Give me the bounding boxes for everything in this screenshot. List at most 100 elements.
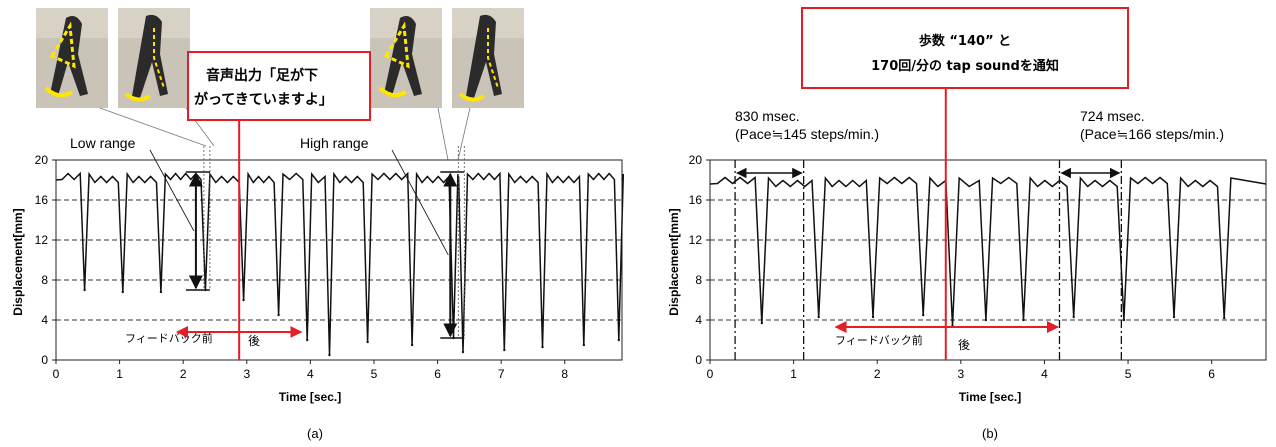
trough-points-b (760, 313, 1226, 328)
range-label: Low range (70, 135, 136, 151)
trough-point (461, 350, 465, 354)
y-axis-label-b: Displacement[mm] (667, 208, 681, 315)
trough-point (121, 290, 124, 294)
trough-point (1222, 316, 1226, 320)
y-tick-label: 8 (695, 273, 702, 287)
callout-box-b (801, 7, 1129, 89)
trough-point (242, 298, 245, 302)
trough-point (817, 315, 820, 319)
x-tick-label: 6 (1208, 367, 1215, 381)
series-line-b (709, 175, 1267, 327)
y-tick-label: 4 (695, 313, 702, 327)
trough-point (617, 338, 621, 342)
y-tick-label: 0 (695, 353, 702, 367)
interval-pace: (Pace≒145 steps/min.) (735, 126, 879, 142)
y-tick-label: 0 (41, 353, 48, 367)
photo-leader-line (99, 107, 207, 147)
x-tick-label: 0 (707, 367, 714, 381)
runner-photo-strip (36, 8, 524, 161)
runner-photo (118, 8, 190, 108)
y-ticks-b: 0 4 8 12 16 20 (689, 153, 710, 367)
interval-pace: (Pace≒166 steps/min.) (1080, 126, 1224, 142)
callout-line2-b: 170回/分の tap soundを通知 (871, 58, 1059, 74)
interval-label: 724 msec. (1080, 108, 1145, 124)
trough-point (366, 340, 369, 344)
x-tick-label: 6 (434, 367, 441, 381)
y-tick-label: 12 (35, 233, 49, 247)
runner-photo (452, 8, 524, 108)
x-tick-label: 4 (1041, 367, 1048, 381)
range-pointer (391, 149, 449, 256)
trough-point (306, 338, 309, 342)
y-axis-label-a: Displacement[mm] (11, 208, 25, 315)
after-label-b: 後 (958, 338, 970, 352)
callout-box-a (187, 51, 371, 121)
series-line-a (55, 171, 625, 356)
trough-point (1072, 315, 1075, 319)
runner-photo (36, 8, 108, 108)
x-ticks-b: 0 1 2 3 4 5 6 (707, 360, 1215, 381)
x-tick-label: 1 (116, 367, 123, 381)
x-tick-label: 8 (561, 367, 568, 381)
x-axis-label-b: Time [sec.] (959, 390, 1021, 404)
gridlines-b (710, 199, 1266, 321)
interval-markers-b: 830 msec. (Pace≒145 steps/min.) 724 msec. (… (734, 108, 1224, 360)
x-tick-label: 4 (307, 367, 314, 381)
trough-point (1172, 315, 1176, 319)
range-markers-a: Low range High range (70, 135, 465, 339)
trough-point (984, 318, 988, 322)
trough-point (503, 348, 506, 352)
callout-line1-a: 音声出力「足が下 (206, 67, 318, 84)
x-tick-label: 0 (53, 367, 60, 381)
trough-point (760, 321, 764, 325)
trough-point (159, 290, 163, 294)
panel-label-b: (b) (982, 426, 998, 441)
trough-point (277, 313, 280, 317)
plot-area-b (709, 159, 1267, 361)
x-axis-label-a: Time [sec.] (279, 390, 341, 404)
photo-leader-line (457, 107, 471, 161)
x-tick-label: 2 (180, 367, 187, 381)
trough-point (1122, 318, 1126, 322)
after-label-a: 後 (248, 334, 260, 348)
range-pointer (149, 149, 195, 232)
range-label: High range (300, 135, 369, 151)
x-tick-label: 7 (498, 367, 505, 381)
trough-points-a (83, 288, 621, 357)
panel-label-a: (a) (307, 426, 323, 441)
y-tick-label: 20 (689, 153, 703, 167)
before-label-b: フィードバック前 (835, 333, 923, 347)
x-tick-label: 1 (790, 367, 797, 381)
photo-leader-line (437, 107, 449, 161)
trough-point (328, 353, 331, 357)
trough-point (541, 345, 544, 349)
trough-point (582, 343, 586, 347)
trough-point (83, 288, 86, 292)
y-tick-label: 4 (41, 313, 48, 327)
gridlines-a (56, 199, 622, 321)
y-tick-label: 16 (35, 193, 49, 207)
y-tick-label: 12 (689, 233, 703, 247)
plot-area-a (55, 159, 623, 361)
y-tick-label: 20 (35, 153, 49, 167)
x-ticks-a: 0 1 2 3 4 5 6 7 8 (53, 360, 568, 381)
x-tick-label: 5 (371, 367, 378, 381)
x-tick-label: 3 (957, 367, 964, 381)
trough-point (410, 343, 414, 347)
runner-photo (370, 8, 442, 108)
x-tick-label: 5 (1125, 367, 1132, 381)
interval-label: 830 msec. (735, 108, 800, 124)
trough-point (871, 315, 875, 319)
trough-point (922, 313, 925, 317)
callout-line1-b: 歩数 “140” と (919, 33, 1011, 49)
x-tick-label: 3 (243, 367, 250, 381)
y-tick-label: 8 (41, 273, 48, 287)
trough-point (1022, 318, 1025, 322)
callout-line2-a: がってきていますよ」 (194, 91, 333, 108)
x-tick-label: 2 (874, 367, 881, 381)
before-label-a: フィードバック前 (125, 331, 213, 345)
y-tick-label: 16 (689, 193, 703, 207)
